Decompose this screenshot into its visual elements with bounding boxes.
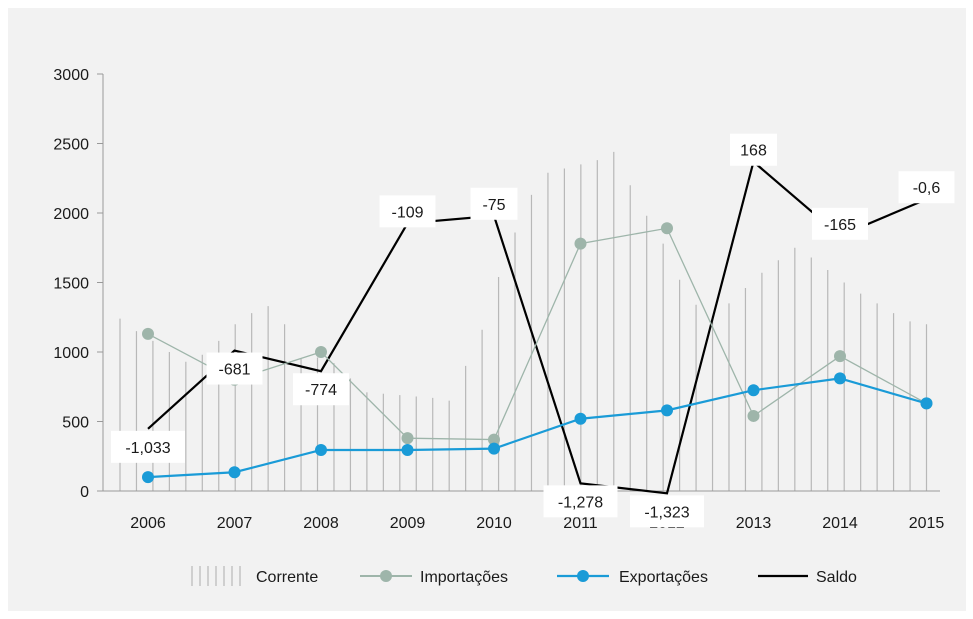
saldo-label-box: [812, 207, 868, 240]
y-tick-label: 2000: [53, 206, 89, 223]
legend-label-corrente: Corrente: [256, 569, 318, 586]
saldo-line-path: [147, 159, 927, 495]
x-tick-label: 2011: [563, 515, 598, 532]
importacoes-point: [401, 432, 414, 445]
legend: Corrente Importações Exportações Saldo: [191, 566, 857, 586]
saldo-label-box: [293, 373, 349, 406]
x-tick-label: 2007: [217, 515, 253, 532]
saldo-label-text: -1,278: [558, 494, 603, 511]
exportacoes-point: [747, 384, 760, 397]
saldo-label: -109: [379, 195, 436, 228]
legend-label-saldo: Saldo: [816, 569, 857, 586]
y-tick-label: 3000: [53, 67, 89, 84]
y-tick-label: 1500: [53, 276, 89, 293]
exportacoes-point: [574, 412, 587, 425]
x-tick-label: 2010: [476, 515, 512, 532]
saldo-label-box: [111, 430, 185, 463]
x-tick-label: 2008: [303, 515, 339, 532]
importacoes-point: [747, 409, 760, 422]
importacoes-point: [574, 237, 587, 250]
saldo-line: [147, 159, 927, 495]
saldo-label-box: [630, 495, 704, 528]
importacoes-line: [147, 227, 927, 441]
exportacoes-point: [228, 466, 241, 479]
exportacoes-point: [142, 471, 154, 484]
saldo-label: -1,323: [630, 495, 704, 528]
saldo-label-box: [543, 485, 618, 518]
exportacoes-point: [661, 404, 673, 417]
saldo-data-labels: -1,033 -681 -774 -109 -75 -1,278 -1,323 168 -165…: [111, 133, 955, 528]
saldo-label-text: -1,323: [644, 504, 689, 521]
exportacoes-point: [315, 443, 327, 456]
exportacoes-series: [142, 372, 933, 484]
saldo-label-box: [206, 352, 263, 385]
legend-label-importacoes: Importações: [420, 569, 508, 586]
saldo-label-text: 168: [740, 143, 767, 160]
saldo-label-box: [898, 171, 955, 204]
importacoes-series: [142, 222, 933, 446]
y-tick-label: 500: [62, 415, 89, 432]
exportacoes-line: [147, 377, 927, 479]
importacoes-point: [661, 222, 673, 235]
corrente-area: [119, 151, 928, 491]
saldo-label: -1,278: [543, 485, 618, 518]
y-tick-label: 1000: [53, 345, 89, 362]
exportacoes-point: [401, 443, 414, 456]
x-tick-label: 2014: [822, 515, 858, 532]
saldo-label-box: [730, 133, 777, 166]
x-tick-label: 2006: [130, 515, 166, 532]
importacoes-point: [488, 433, 500, 446]
saldo-label: -681: [206, 352, 263, 385]
saldo-label: -75: [470, 187, 518, 220]
saldo-label-box: [470, 187, 518, 220]
legend-marker-importacoes: [380, 570, 392, 582]
saldo-label-text: -1,033: [125, 440, 170, 457]
y-tick-label: 2500: [53, 137, 89, 154]
exportacoes-point: [488, 442, 500, 455]
importacoes-point: [142, 327, 154, 340]
importacoes-point: [315, 346, 327, 358]
saldo-label: -0,6: [898, 171, 955, 204]
importacoes-point: [834, 350, 846, 363]
saldo-label: 168: [730, 133, 777, 166]
x-tick-label: 2013: [736, 515, 772, 532]
saldo-label-text: -109: [391, 204, 423, 221]
saldo-label: -165: [812, 207, 868, 240]
x-tick-label: 2009: [390, 515, 426, 532]
exportacoes-point: [834, 372, 846, 385]
y-tick-label: 0: [80, 484, 89, 501]
saldo-label-text: -774: [305, 382, 337, 399]
legend-label-exportacoes: Exportações: [619, 569, 708, 586]
x-tick-label: 2015: [909, 515, 945, 532]
legend-marker-exportacoes: [577, 570, 589, 582]
saldo-label-text: -75: [482, 197, 505, 214]
saldo-label: -774: [293, 373, 349, 406]
exportacoes-point: [920, 397, 933, 410]
chart-panel: [8, 8, 966, 611]
saldo-label-text: -165: [824, 217, 856, 234]
saldo-label-box: [379, 195, 436, 228]
axes: 0 500 1000 1500 2000 2500 3000 2006 2007 2008 2009…: [53, 67, 944, 532]
saldo-label: -1,033: [111, 430, 185, 463]
saldo-label-text: -681: [218, 362, 250, 379]
saldo-label-text: -0,6: [913, 180, 941, 197]
